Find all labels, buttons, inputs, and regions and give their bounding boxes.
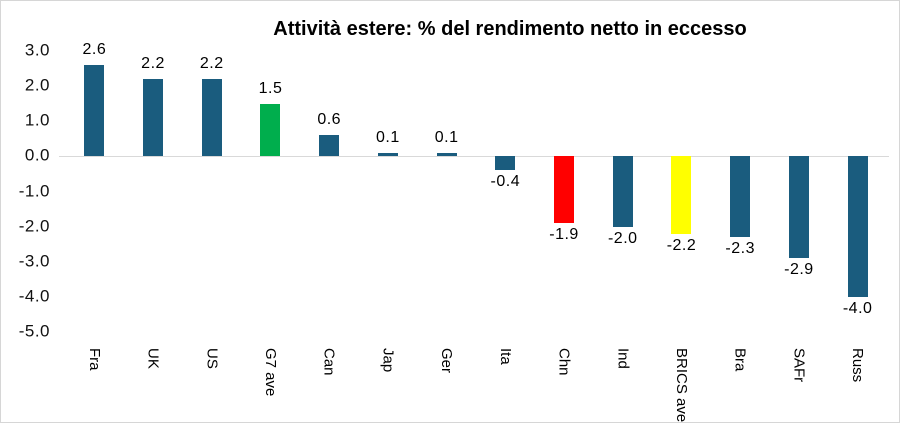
bar-value-label: 2.6 [82, 41, 107, 59]
bar-value-label: 0.1 [434, 128, 459, 146]
bar-slot: -2.2 BRICS ave [652, 51, 711, 422]
category-label: Bra [731, 348, 749, 372]
bar-value-label: -4.0 [842, 299, 873, 317]
bar-bra [730, 156, 751, 238]
bar-uk [143, 79, 164, 157]
plot-area: 2.6 Fra 2.2 UK 2.2 US 1.5 G7 ave 0.6 Can 0.1 Jap 0.1… [59, 41, 889, 422]
bar-value-label: -2.0 [607, 229, 638, 247]
bar-value-label: 0.6 [317, 111, 342, 129]
bar-ind [612, 156, 633, 227]
bar-slot: 0.6 Can [300, 51, 359, 375]
bar-slot: -2.3 Bra [711, 51, 770, 371]
category-label: G7 ave [261, 348, 279, 397]
bar-value-label: -1.9 [549, 226, 579, 244]
bar-russ [847, 156, 868, 297]
y-axis-tick-label: 0.0 [24, 145, 50, 165]
category-label: Ind [614, 348, 632, 369]
bar-chn [554, 156, 575, 224]
zero-gridline [59, 156, 889, 158]
category-label: Chn [555, 348, 573, 376]
bar-can [319, 135, 340, 157]
bar-value-label: 2.2 [141, 55, 165, 73]
category-label: BRICS ave [672, 348, 690, 423]
bar-slot: -0.4 Ita [476, 51, 535, 365]
bar-slot: 2.2 UK [124, 51, 183, 369]
bar-slot: 0.1 Jap [359, 51, 418, 372]
category-label: Fra [85, 348, 103, 371]
chart-title: Attività estere: % del rendimento netto … [273, 18, 747, 40]
bar-safr [788, 156, 809, 259]
bar-brics-ave [671, 156, 692, 234]
bar-slot: 2.2 US [182, 51, 241, 369]
category-label: Russ [849, 348, 867, 383]
bar-slot: -1.9 Chn [535, 51, 594, 376]
bar-us [201, 79, 222, 157]
category-label: US [203, 348, 221, 369]
bar-value-label: 1.5 [258, 79, 283, 97]
y-axis-tick-label: 2.0 [24, 75, 50, 95]
bar-ger [436, 152, 457, 157]
category-label: SAFr [790, 348, 808, 383]
category-label: Ger [438, 348, 456, 374]
y-axis-tick-label: -2.0 [18, 216, 50, 236]
bar-slot: 1.5 G7 ave [241, 51, 300, 397]
y-axis-tick-label: -5.0 [18, 321, 50, 341]
y-axis-tick-label: -1.0 [18, 181, 50, 201]
category-label: UK [144, 348, 162, 369]
bar-value-label: 0.1 [376, 128, 400, 146]
category-label: Ita [496, 348, 514, 365]
bar-slot: 0.1 Ger [417, 51, 476, 373]
bar-fra [84, 65, 105, 157]
category-label: Can [320, 348, 338, 376]
bar-jap [377, 152, 398, 157]
y-axis-tick-label: 3.0 [24, 40, 50, 60]
y-axis-tick-label: -4.0 [18, 286, 50, 306]
category-label: Jap [379, 348, 397, 373]
bar-slot: -2.9 SAFr [770, 51, 829, 382]
y-axis-tick-label: 1.0 [24, 110, 50, 130]
bar-value-label: 2.2 [199, 55, 224, 73]
y-axis: 3.0 2.0 1.0 0.0 -1.0 -2.0 -3.0 -4.0 -5.0 [1, 1, 53, 422]
bar-ita [495, 156, 516, 171]
bar-g7-ave [260, 103, 281, 157]
bar-slot: 2.6 Fra [65, 41, 124, 370]
bar-value-label: -2.2 [666, 236, 697, 254]
y-axis-tick-label: -3.0 [18, 251, 50, 271]
bar-slot: -2.0 Ind [593, 51, 652, 369]
bar-value-label: -2.9 [784, 261, 814, 279]
bar-value-label: -0.4 [490, 173, 521, 191]
bar-value-label: -2.3 [725, 240, 755, 258]
bar-slot: -4.0 Russ [828, 51, 887, 382]
